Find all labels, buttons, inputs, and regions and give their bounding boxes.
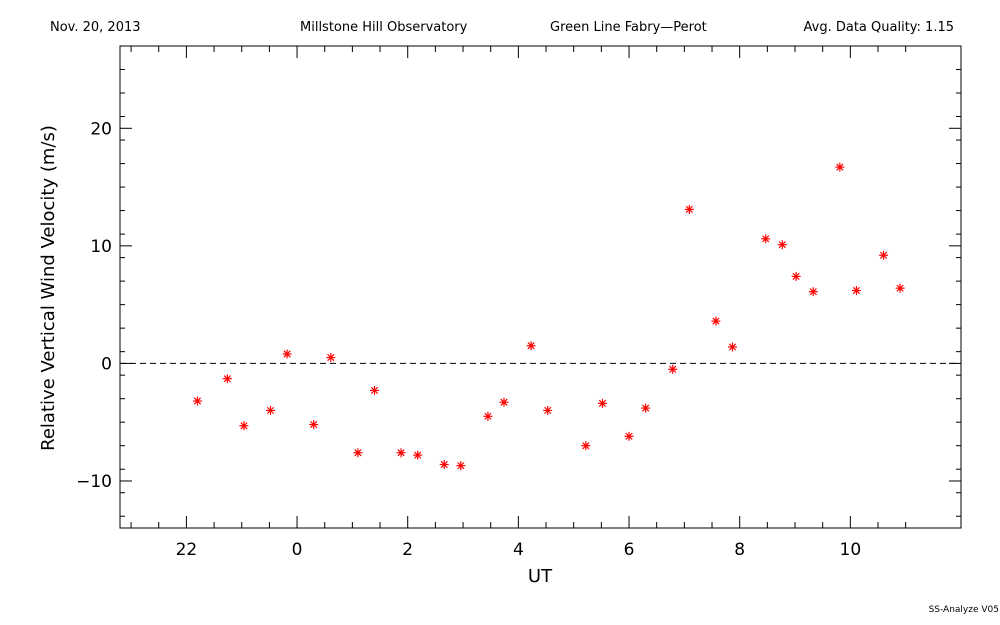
data-point xyxy=(370,385,380,395)
data-point xyxy=(791,271,801,281)
x-tick-label: 6 xyxy=(624,540,635,560)
data-point xyxy=(668,364,678,374)
footer-version: SS-Analyze V05 xyxy=(929,605,999,615)
x-tick-label: 2 xyxy=(402,540,413,560)
data-point xyxy=(526,341,536,351)
data-point xyxy=(413,450,423,460)
plot-frame xyxy=(119,45,962,529)
data-point xyxy=(895,283,905,293)
data-point xyxy=(597,398,607,408)
data-points xyxy=(192,162,905,471)
data-point xyxy=(326,353,336,363)
data-point xyxy=(684,204,694,214)
x-axis-title: UT xyxy=(528,566,553,587)
x-tick-label: 22 xyxy=(176,540,198,560)
x-tick-label: 0 xyxy=(292,540,303,560)
y-tick-label: 0 xyxy=(101,354,112,374)
data-point xyxy=(641,403,651,413)
x-tick-label: 4 xyxy=(513,540,524,560)
data-point xyxy=(353,448,363,458)
data-point xyxy=(309,420,319,430)
data-point xyxy=(439,460,449,470)
data-point xyxy=(543,405,553,415)
data-point xyxy=(222,374,232,384)
y-tick-label: 20 xyxy=(90,119,112,139)
data-point xyxy=(624,431,634,441)
data-point xyxy=(239,421,249,431)
data-point xyxy=(879,250,889,260)
data-point xyxy=(456,461,466,471)
data-point xyxy=(282,349,292,359)
data-point xyxy=(396,448,406,458)
data-point xyxy=(499,397,509,407)
data-point xyxy=(483,411,493,421)
y-tick-label: −10 xyxy=(76,472,112,492)
header-instrument: Green Line Fabry—Perot xyxy=(550,20,707,35)
data-point xyxy=(808,287,818,297)
data-point xyxy=(265,405,275,415)
x-tick-label: 10 xyxy=(840,540,862,560)
ticks-layer: −10 0 10 20 22 0 2 4 6 8 10 xyxy=(76,46,961,560)
data-point xyxy=(835,162,845,172)
y-axis-title: Relative Vertical Wind Velocity (m/s) xyxy=(38,125,59,451)
data-point xyxy=(761,234,771,244)
data-point xyxy=(192,396,202,406)
header-date: Nov. 20, 2013 xyxy=(50,20,141,35)
header-quality: Avg. Data Quality: 1.15 xyxy=(804,20,954,35)
header-observatory: Millstone Hill Observatory xyxy=(300,20,468,35)
data-point xyxy=(711,316,721,326)
data-point xyxy=(581,441,591,451)
data-point xyxy=(777,240,787,250)
data-point xyxy=(727,342,737,352)
x-tick-label: 8 xyxy=(734,540,745,560)
data-point xyxy=(851,286,861,296)
y-tick-label: 10 xyxy=(90,237,112,257)
